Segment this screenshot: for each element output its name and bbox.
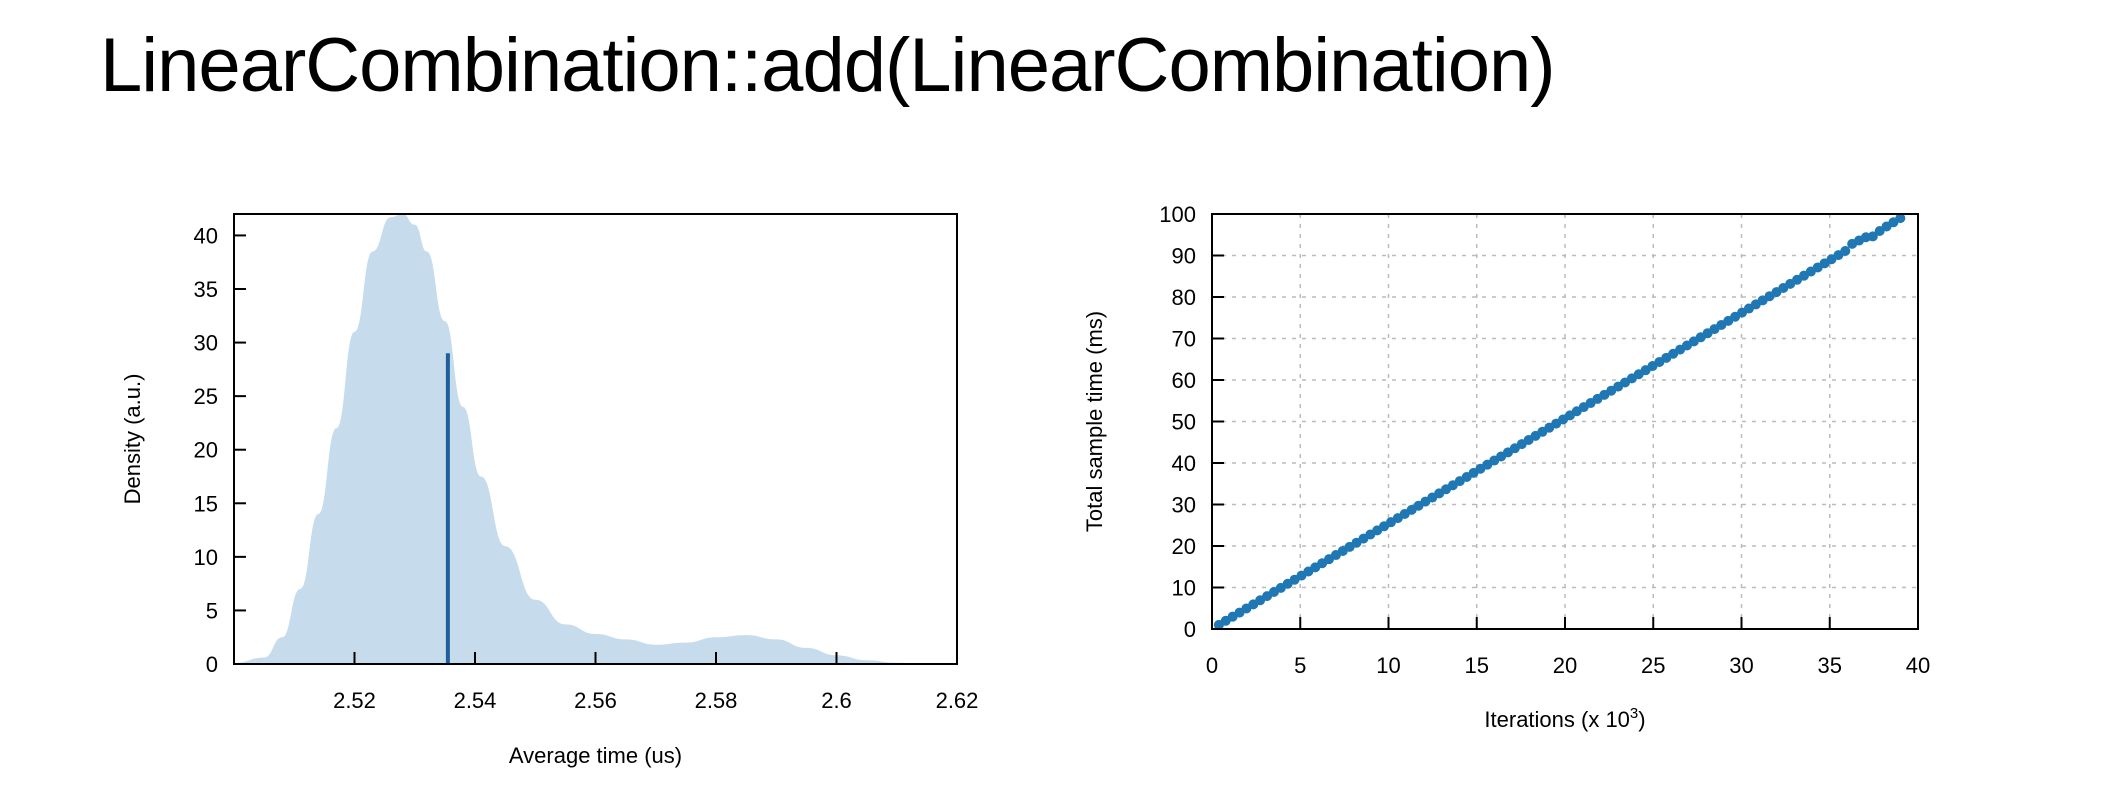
scatter-point [1867, 231, 1878, 242]
scatter-x-axis-label-suffix: ) [1638, 707, 1645, 732]
scatter-chart: 0 5 10 15 20 25 30 35 40 0102030405060708090100 … [1082, 202, 1930, 732]
scatter-x-axis-label-main: Iterations (x 10 [1484, 707, 1630, 732]
density-chart: 2.52 2.54 2.56 2.58 2.6 2.62 0 5 10 15 20 25 30 35 40… [120, 213, 978, 768]
density-area [234, 214, 957, 664]
density-x-tick-label: 2.52 [333, 688, 376, 713]
scatter-y-tick-label: 80 [1172, 285, 1196, 310]
scatter-y-ticks: 0 10 20 30 40 50 60 70 80 90 100 [1159, 202, 1224, 642]
scatter-point [1895, 213, 1906, 224]
scatter-y-tick-label: 30 [1172, 493, 1196, 518]
density-y-tick-label: 20 [194, 438, 218, 463]
scatter-y-tick-label: 20 [1172, 534, 1196, 559]
scatter-y-axis-label: Total sample time (ms) [1082, 311, 1107, 532]
scatter-y-tick-label: 100 [1159, 202, 1196, 227]
density-y-tick-label: 0 [206, 652, 218, 677]
density-x-tick-label: 2.62 [936, 688, 979, 713]
scatter-x-axis-label-superscript: 3 [1630, 705, 1638, 722]
density-y-tick-label: 10 [194, 545, 218, 570]
scatter-x-tick-label: 0 [1206, 653, 1218, 678]
scatter-y-tick-label: 10 [1172, 576, 1196, 601]
density-x-axis-label: Average time (us) [509, 743, 682, 768]
scatter-x-tick-label: 25 [1641, 653, 1665, 678]
density-y-tick-label: 40 [194, 223, 218, 248]
density-x-tick-label: 2.56 [574, 688, 617, 713]
scatter-y-tick-label: 40 [1172, 451, 1196, 476]
density-x-tick-label: 2.6 [821, 688, 852, 713]
density-y-tick-label: 5 [206, 598, 218, 623]
scatter-x-ticks: 0 5 10 15 20 25 30 35 40 [1206, 617, 1930, 678]
scatter-x-tick-label: 40 [1906, 653, 1930, 678]
density-x-tick-label: 2.54 [454, 688, 497, 713]
density-y-tick-label: 35 [194, 277, 218, 302]
scatter-y-tick-label: 50 [1172, 410, 1196, 435]
density-x-tick-label: 2.58 [695, 688, 738, 713]
scatter-x-axis-label: Iterations (x 103) [1484, 705, 1645, 732]
scatter-y-tick-label: 70 [1172, 327, 1196, 352]
density-y-tick-label: 15 [194, 491, 218, 516]
scatter-x-tick-label: 20 [1553, 653, 1577, 678]
density-y-axis-label: Density (a.u.) [120, 374, 145, 505]
scatter-x-tick-label: 10 [1376, 653, 1400, 678]
scatter-x-tick-label: 30 [1729, 653, 1753, 678]
density-x-ticks: 2.52 2.54 2.56 2.58 2.6 2.62 [333, 652, 978, 713]
scatter-y-tick-label: 90 [1172, 244, 1196, 269]
page-title: LinearCombination::add(LinearCombination… [100, 23, 1556, 108]
scatter-point [1840, 246, 1851, 257]
scatter-x-tick-label: 5 [1294, 653, 1306, 678]
scatter-x-tick-label: 15 [1465, 653, 1489, 678]
density-y-tick-label: 30 [194, 331, 218, 356]
density-y-tick-label: 25 [194, 384, 218, 409]
scatter-y-tick-label: 0 [1184, 617, 1196, 642]
scatter-y-tick-label: 60 [1172, 368, 1196, 393]
scatter-x-tick-label: 35 [1818, 653, 1842, 678]
density-y-ticks: 0 5 10 15 20 25 30 35 40 [194, 223, 246, 677]
scatter-points [1213, 213, 1906, 630]
